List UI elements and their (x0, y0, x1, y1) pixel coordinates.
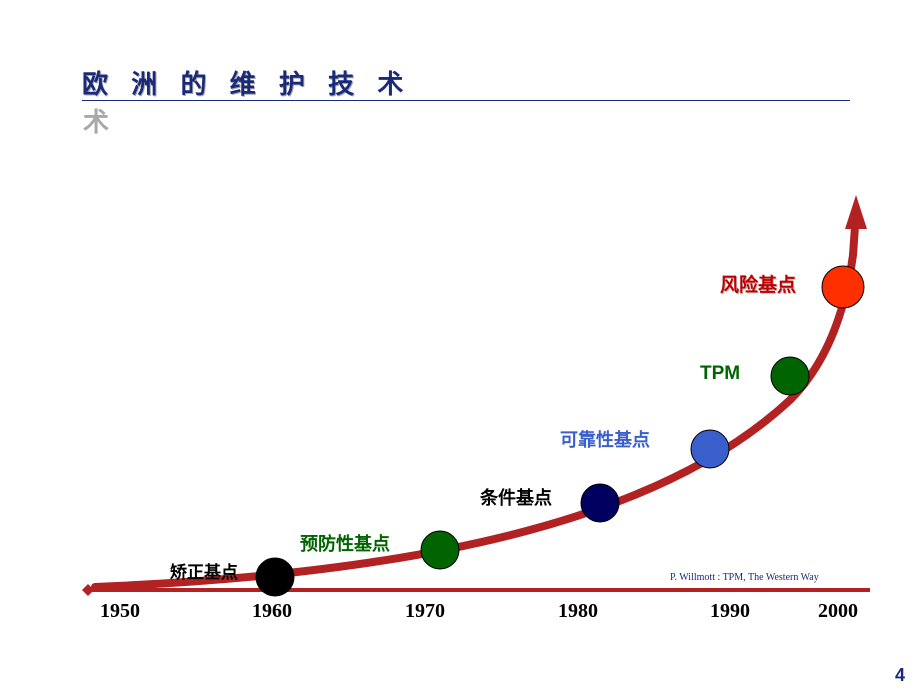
axis-tick-label: 2000 (818, 600, 858, 623)
axis-tick-label: 1990 (710, 600, 750, 623)
node-label: 可靠性基点 (560, 426, 650, 452)
node-label: 矫正基点 (170, 558, 238, 583)
page-title: 欧 洲 的 维 护 技 术 欧 洲 的 维 护 技 术 (82, 64, 411, 101)
axis-tick-label: 1960 (252, 600, 292, 623)
chart-svg (0, 0, 920, 690)
node-label: 风险基点风险基点 (720, 270, 796, 297)
node-label: 预防性基点 (300, 530, 390, 556)
node-label: TPM (700, 363, 740, 385)
node-label: 条件基点 (480, 484, 552, 510)
page-number: 4 (895, 665, 905, 686)
axis-tick-label: 1950 (100, 600, 140, 623)
title-text: 欧 洲 的 维 护 技 术 (82, 69, 411, 99)
axis-tick-label: 1980 (558, 600, 598, 623)
axis-tick-label: 1970 (405, 600, 445, 623)
citation: P. Willmott : TPM, The Western Way (670, 572, 819, 583)
